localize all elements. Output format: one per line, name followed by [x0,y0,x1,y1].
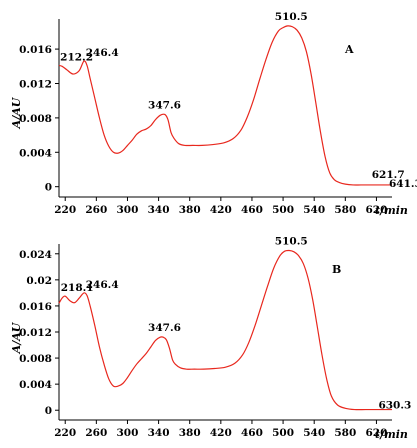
x-tick-label: 620 [365,204,387,216]
x-tick-label: 380 [179,427,201,439]
x-tick-label: 300 [117,427,139,439]
x-tick-label: 580 [334,427,356,439]
x-tick-label: 260 [85,204,107,216]
y-axis-label-b: A/AU [10,321,23,354]
x-tick-label: 380 [179,204,201,216]
x-ticks-b: 220 260 300 340 380 420 460 500 540 580 620 [54,420,387,439]
x-tick-label: 300 [117,204,139,216]
peak-label-b: 510.5 [275,236,308,248]
y-tick-label: 0.008 [19,113,52,125]
y-tick-label: 0.004 [19,147,52,159]
x-tick-label: 420 [210,427,232,439]
x-tick-label: 540 [303,204,325,216]
x-tick-label: 220 [54,204,76,216]
y-tick-label: 0.016 [19,44,52,56]
chart-panel-a: 220 260 300 340 380 420 460 500 540 580 620 0 0.004… [10,11,417,217]
x-axis-label-b: t/min [375,428,408,441]
y-ticks-b: 0 0.004 0.008 0.012 0.016 0.02 0.024 [19,249,59,417]
y-tick-label: 0 [45,405,52,417]
y-tick-label: 0.02 [26,275,52,287]
y-tick-label: 0.004 [19,379,52,391]
x-tick-label: 500 [272,204,294,216]
series-line-b [58,249,392,411]
y-tick-label: 0.016 [19,301,52,313]
peak-label-b: 246.4 [86,279,119,291]
peak-label-a: 212.2 [60,51,93,63]
peak-label-b: 347.6 [148,322,181,334]
y-ticks-a: 0 0.004 0.008 0.012 0.016 [19,44,59,194]
x-tick-label: 580 [334,204,356,216]
x-tick-label: 260 [85,427,107,439]
y-tick-label: 0.008 [19,353,52,365]
chart-panel-b: 220 260 300 340 380 420 460 500 540 580 620 0 0.004… [10,236,411,441]
y-tick-label: 0 [45,182,52,194]
series-line-a [58,25,392,186]
y-axis-label-a: A/AU [10,96,23,129]
x-tick-label: 460 [241,204,263,216]
x-tick-label: 340 [148,427,170,439]
x-axis-label-a: t/min [375,204,408,217]
peak-label-a: 347.6 [148,99,181,111]
panel-label-a: A [344,43,354,56]
y-tick-label: 0.024 [19,249,52,261]
y-tick-label: 0.012 [19,327,52,339]
x-ticks-a: 220 260 300 340 380 420 460 500 540 580 620 [54,197,387,216]
x-tick-label: 420 [210,204,232,216]
peak-label-a: 641.3 [389,178,417,190]
x-tick-label: 460 [241,427,263,439]
x-tick-label: 220 [54,427,76,439]
x-tick-label: 340 [148,204,170,216]
y-tick-label: 0.012 [19,78,52,90]
x-tick-label: 540 [303,427,325,439]
peak-label-b: 630.3 [378,400,411,412]
peak-label-a: 510.5 [275,11,308,23]
x-tick-label: 500 [272,427,294,439]
peak-label-a: 246.4 [86,47,119,59]
panel-label-b: B [332,263,341,276]
x-tick-label: 620 [365,427,387,439]
peak-label-a: 621.7 [372,169,405,181]
peak-label-b: 218.1 [61,282,94,294]
